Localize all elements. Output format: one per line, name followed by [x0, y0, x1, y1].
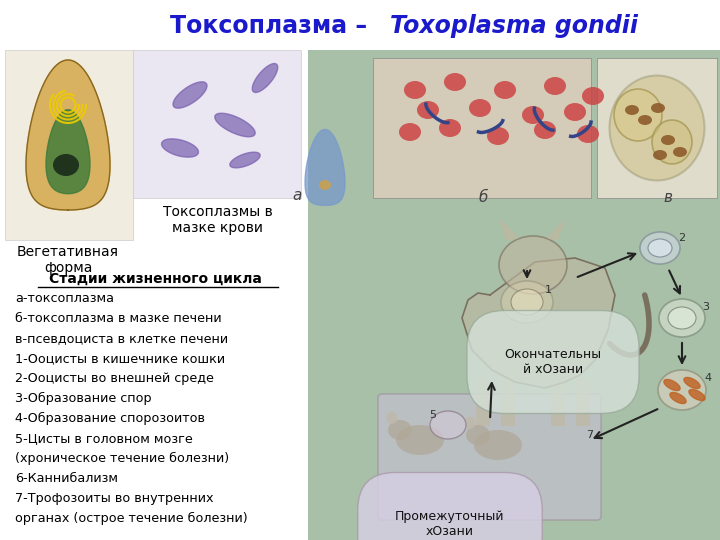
Polygon shape [664, 380, 680, 390]
Ellipse shape [582, 87, 604, 105]
Ellipse shape [640, 232, 680, 264]
FancyBboxPatch shape [378, 394, 601, 520]
Polygon shape [46, 110, 90, 194]
Bar [501, 378, 515, 426]
Ellipse shape [399, 123, 421, 141]
Ellipse shape [648, 239, 672, 257]
Ellipse shape [53, 154, 79, 176]
Ellipse shape [564, 103, 586, 121]
Text: 7: 7 [586, 430, 593, 440]
Text: 7-Трофозоиты во внутренних: 7-Трофозоиты во внутренних [15, 492, 214, 505]
Bar [551, 378, 565, 426]
Text: Окончательны
й хОзани: Окончательны й хОзани [505, 348, 602, 376]
Polygon shape [670, 393, 686, 403]
Polygon shape [173, 82, 207, 108]
Ellipse shape [651, 103, 665, 113]
Bar [373, 58, 591, 198]
Text: 2-Ооцисты во внешней среде: 2-Ооцисты во внешней среде [15, 372, 214, 385]
Ellipse shape [544, 77, 566, 95]
Text: Токсоплазмы в
мазке крови: Токсоплазмы в мазке крови [163, 205, 273, 235]
Text: 3: 3 [703, 302, 709, 312]
Text: Toxoplasma gondii: Toxoplasma gondii [390, 14, 638, 38]
Text: 6-Каннибализм: 6-Каннибализм [15, 472, 118, 485]
Ellipse shape [469, 99, 491, 117]
Text: в-псевдоциста в клетке печени: в-псевдоциста в клетке печени [15, 332, 228, 345]
Ellipse shape [444, 73, 466, 91]
Ellipse shape [625, 105, 639, 115]
Polygon shape [26, 60, 110, 210]
Bar [5, 50, 133, 240]
Ellipse shape [404, 81, 426, 99]
Text: 4-Образование спорозоитов: 4-Образование спорозоитов [15, 412, 205, 425]
Text: Вегетативная
форма: Вегетативная форма [17, 245, 119, 275]
Polygon shape [252, 64, 278, 92]
Ellipse shape [466, 425, 490, 445]
Ellipse shape [439, 119, 461, 137]
Ellipse shape [387, 411, 397, 424]
Ellipse shape [417, 101, 439, 119]
Ellipse shape [511, 289, 543, 315]
Text: 3-Образование спор: 3-Образование спор [15, 392, 152, 405]
Ellipse shape [653, 150, 667, 160]
Ellipse shape [668, 307, 696, 329]
Text: органах (острое течение болезни): органах (острое течение болезни) [15, 512, 248, 525]
Text: 4: 4 [704, 373, 711, 383]
Ellipse shape [487, 127, 509, 145]
Text: а: а [292, 187, 302, 202]
Text: 5: 5 [430, 410, 436, 420]
Ellipse shape [494, 81, 516, 99]
Polygon shape [500, 220, 518, 240]
Ellipse shape [661, 135, 675, 145]
Bar [133, 50, 301, 198]
Text: а-токсоплазма: а-токсоплазма [15, 292, 114, 305]
Ellipse shape [522, 106, 544, 124]
Ellipse shape [577, 125, 599, 143]
Ellipse shape [658, 370, 706, 410]
Ellipse shape [319, 180, 331, 190]
Ellipse shape [652, 120, 692, 164]
Text: Токсоплазма –: Токсоплазма – [170, 14, 375, 38]
Ellipse shape [638, 115, 652, 125]
Polygon shape [215, 113, 255, 137]
Bar [476, 378, 490, 426]
Text: (хроническое течение болезни): (хроническое течение болезни) [15, 452, 229, 465]
Polygon shape [548, 220, 565, 240]
Text: б-токсоплазма в мазке печени: б-токсоплазма в мазке печени [15, 312, 222, 325]
Text: в: в [664, 190, 672, 205]
Ellipse shape [464, 416, 475, 429]
Ellipse shape [614, 89, 662, 141]
Text: 1-Ооцисты в кишечнике кошки: 1-Ооцисты в кишечнике кошки [15, 352, 225, 365]
Text: 2: 2 [678, 233, 685, 243]
Bar [308, 50, 720, 540]
Ellipse shape [501, 281, 553, 323]
Ellipse shape [673, 147, 687, 157]
Polygon shape [230, 152, 260, 168]
Polygon shape [684, 377, 700, 389]
Text: Стадии жизненного цикла: Стадии жизненного цикла [48, 272, 261, 286]
Polygon shape [689, 389, 705, 401]
Bar [597, 58, 717, 198]
Text: б: б [478, 190, 487, 205]
Ellipse shape [610, 76, 704, 180]
Ellipse shape [388, 420, 412, 440]
Bar [576, 378, 590, 426]
Ellipse shape [474, 430, 522, 460]
Ellipse shape [430, 411, 466, 439]
Polygon shape [161, 139, 199, 157]
Ellipse shape [396, 425, 444, 455]
Polygon shape [305, 130, 345, 205]
Ellipse shape [534, 121, 556, 139]
Text: 5-Цисты в головном мозге: 5-Цисты в головном мозге [15, 432, 193, 445]
Text: 1: 1 [544, 285, 552, 295]
Text: Промежуточный
хОзани: Промежуточный хОзани [395, 510, 505, 538]
Polygon shape [462, 258, 615, 388]
Ellipse shape [499, 236, 567, 294]
Ellipse shape [659, 299, 705, 337]
